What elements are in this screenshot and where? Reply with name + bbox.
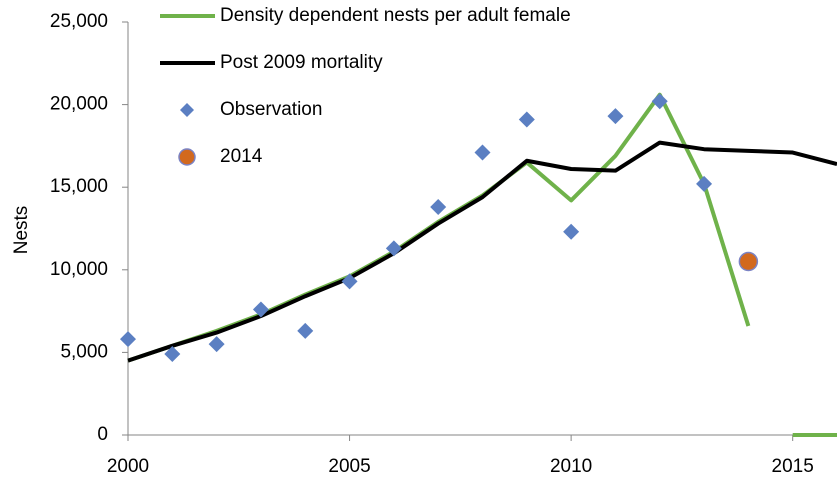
diamond-marker — [208, 336, 225, 353]
diamond-marker — [563, 223, 580, 240]
x-tick-label: 2015 — [772, 456, 814, 477]
legend-label: 2014 — [220, 146, 263, 167]
plot-area — [120, 92, 837, 437]
diamond-marker — [696, 175, 713, 192]
diamond-marker — [297, 322, 314, 339]
y-tick-label: 25,000 — [50, 11, 108, 32]
y-tick-label: 15,000 — [50, 176, 108, 197]
diamond-marker — [164, 346, 181, 363]
legend-label: Observation — [220, 99, 322, 120]
y-axis-label: Nests — [11, 206, 32, 255]
legend-label: Density dependent nests per adult female — [220, 5, 571, 26]
diamond-marker — [252, 301, 269, 318]
y-tick-label: 0 — [97, 424, 108, 445]
diamond-marker — [430, 199, 447, 216]
legend-swatch — [178, 148, 196, 166]
x-tick-label: 2010 — [550, 456, 592, 477]
diamond-marker — [474, 144, 491, 161]
y-tick-label: 20,000 — [50, 94, 108, 115]
legend-swatch — [180, 103, 194, 117]
legend-label: Post 2009 mortality — [220, 52, 383, 73]
circle-marker — [738, 251, 759, 272]
y-tick-label: 5,000 — [60, 341, 108, 362]
diamond-marker — [651, 93, 668, 110]
diamond-marker — [518, 111, 535, 128]
diamond-marker — [341, 273, 358, 290]
diamond-marker — [385, 240, 402, 257]
x-tick-label: 2005 — [328, 456, 370, 477]
diamond-marker — [607, 108, 624, 125]
y-tick-label: 10,000 — [50, 259, 108, 280]
diamond-marker — [120, 331, 136, 348]
x-tick-label: 2000 — [107, 456, 149, 477]
line-series — [127, 140, 837, 363]
